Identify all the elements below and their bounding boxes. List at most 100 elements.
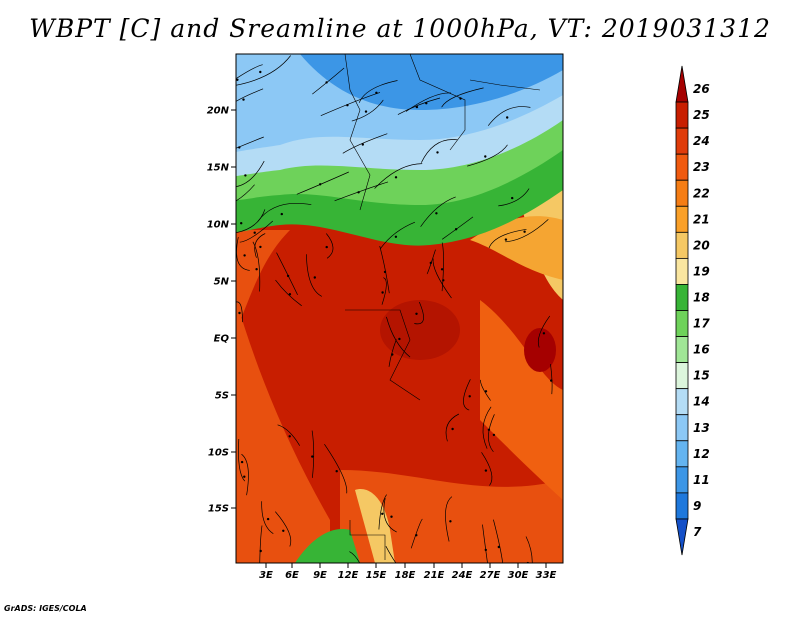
streamline [326, 233, 334, 259]
colorbar-label: 9 [693, 499, 701, 513]
streamline-arrow [238, 311, 241, 315]
lon-tick-label: 12E [338, 570, 359, 581]
streamline [388, 339, 397, 367]
streamline-arrow [506, 116, 509, 119]
streamline [236, 237, 250, 271]
streamline [236, 64, 263, 80]
colorbar-label: 12 [693, 447, 710, 461]
streamline [445, 413, 460, 442]
streamline [275, 279, 302, 307]
streamline-arrow [383, 270, 387, 274]
streamline-arrow [357, 191, 360, 194]
streamline-arrow [484, 390, 488, 393]
streamline [467, 144, 508, 167]
streamline [311, 430, 315, 478]
colorbar-label: 22 [693, 186, 710, 200]
streamline-arrow [229, 196, 231, 198]
lon-tick-label: 18E [395, 570, 416, 581]
streamline [324, 444, 348, 494]
streamline [505, 219, 549, 243]
streamline [334, 181, 389, 202]
country-borders [344, 54, 541, 560]
streamline [275, 511, 292, 547]
colorbar-segment [675, 205, 689, 233]
streamline-arrow [364, 110, 368, 113]
colorbar-segment [675, 518, 689, 556]
colorbar-segment [675, 362, 689, 390]
streamline [410, 518, 423, 549]
streamline [493, 519, 504, 563]
streamline [441, 87, 484, 108]
lat-tick-label: 5N [214, 277, 230, 288]
lon-tick-label: 33E [536, 570, 557, 581]
streamline [481, 452, 493, 486]
streamline [482, 524, 488, 563]
streamline [498, 188, 530, 207]
latitude-axis: 20N 15N 10N 5N EQ 5S 10S 15S [207, 106, 236, 515]
colorbar-label: 25 [693, 108, 710, 122]
colorbar-segment [675, 388, 689, 416]
streamline-arrow [282, 529, 285, 532]
colorbar-segment [675, 414, 689, 442]
streamline-arrow [429, 261, 432, 265]
streamline [525, 536, 533, 563]
streamline-arrow [398, 337, 401, 341]
colorbar-label: 21 [693, 212, 710, 226]
streamline-arrow [381, 512, 384, 515]
streamline-arrow [436, 151, 439, 154]
streamline-arrow [523, 230, 526, 233]
streamline-arrow [319, 183, 322, 186]
streamline-arrow [259, 245, 262, 249]
colorbar-label: 15 [693, 369, 710, 383]
streamline [358, 80, 398, 103]
streamline [276, 252, 298, 296]
streamline-arrow [542, 332, 546, 335]
streamline [480, 379, 491, 401]
streamline-arrow [255, 268, 258, 271]
streamline [296, 171, 349, 195]
lon-tick-label: 24E [452, 570, 473, 581]
colorbar-segment [675, 336, 689, 364]
wbpt-field [236, 54, 563, 563]
streamline-arrow [504, 238, 508, 241]
streamline [537, 315, 551, 348]
colorbar-segment [675, 440, 689, 468]
streamline-arrow [390, 515, 393, 518]
lat-tick-label: 10S [208, 448, 229, 459]
colorbar-label: 26 [693, 82, 710, 96]
streamline [351, 99, 384, 122]
colorbar-label: 24 [693, 134, 710, 148]
streamline [432, 258, 452, 299]
streamline [441, 242, 444, 292]
streamline-arrow [253, 231, 256, 234]
lon-tick-label: 15E [366, 570, 387, 581]
streamline [241, 453, 249, 496]
lon-tick-label: 21E [424, 570, 445, 581]
colorbar-label: 18 [693, 290, 710, 304]
streamline [385, 546, 397, 563]
colorbar-label: 19 [693, 264, 710, 278]
lat-tick-label: 5S [215, 391, 229, 402]
streamline-arrow [381, 291, 384, 294]
streamline-arrow [415, 105, 419, 109]
streamline [380, 221, 416, 250]
streamline-arrow [242, 98, 245, 101]
colorbar-label: 17 [693, 317, 710, 331]
streamline [397, 97, 441, 115]
colorbar-segment [675, 65, 689, 103]
streamline-arrow [325, 245, 328, 249]
streamline [488, 228, 527, 249]
streamline-arrow [243, 475, 246, 478]
streamline [238, 438, 246, 482]
streamline [306, 254, 322, 297]
streamline [420, 196, 456, 227]
streamline [236, 88, 264, 102]
streamline-arrow [484, 469, 488, 472]
lon-tick-label: 30E [508, 570, 529, 581]
streamline [445, 496, 453, 542]
streamline [426, 249, 436, 275]
streamline [236, 184, 255, 202]
streamline-arrow [286, 274, 290, 278]
streamline-arrow [335, 470, 338, 473]
